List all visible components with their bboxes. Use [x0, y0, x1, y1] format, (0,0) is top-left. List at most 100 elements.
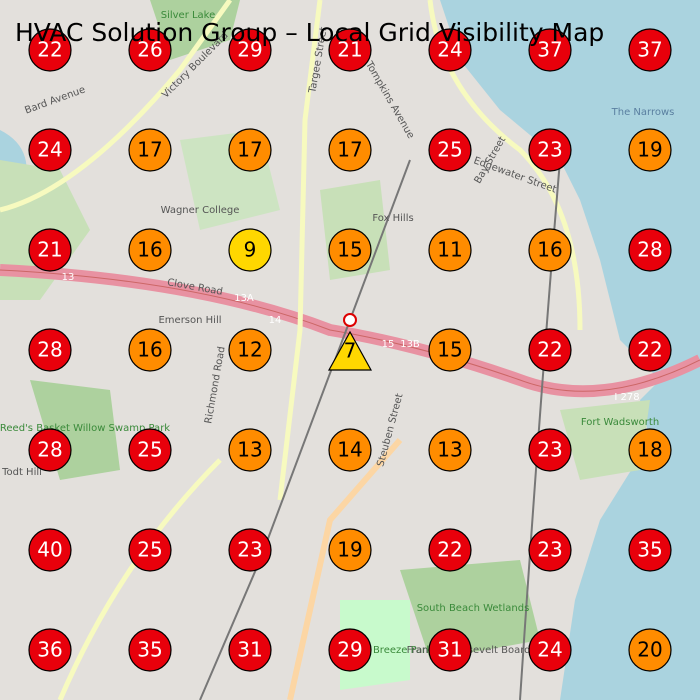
cell-value: 11 [437, 238, 462, 262]
cell-marker [628, 328, 672, 372]
road [277, 0, 323, 501]
railway [519, 159, 561, 700]
road [287, 438, 403, 700]
cell-value: 35 [637, 538, 662, 562]
cell-value: 13 [437, 438, 462, 462]
cell-value: 29 [337, 638, 362, 662]
cell-value: 37 [637, 38, 662, 62]
cell-marker [628, 528, 672, 572]
cell-value: 36 [37, 638, 62, 662]
map-title: HVAC Solution Group – Local Grid Visibil… [15, 18, 604, 47]
cell-value: 29 [237, 38, 262, 62]
cell-value: 31 [437, 638, 462, 662]
cell-marker [28, 628, 72, 672]
cell-value: 13 [237, 438, 262, 462]
map-label: Reed's Basket Willow Swamp Park [0, 423, 170, 434]
cell-marker [28, 128, 72, 172]
cell-marker [228, 528, 272, 572]
cell-marker [528, 428, 572, 472]
cell-value: 18 [637, 438, 662, 462]
cell-value: 25 [137, 538, 162, 562]
map-label: I 278 [614, 392, 639, 403]
map-label: The Narrows [611, 107, 675, 118]
cell-marker [28, 328, 72, 372]
cell-marker [628, 628, 672, 672]
cell-value: 28 [37, 338, 62, 362]
cell-marker [128, 128, 172, 172]
cell-value: 16 [537, 238, 562, 262]
map-label: Silver Lake [161, 10, 216, 21]
map-label: Emerson Hill [158, 315, 221, 326]
cell-marker [528, 328, 572, 372]
cell-value: 31 [237, 638, 262, 662]
cell-value: 22 [637, 338, 662, 362]
cell-marker [228, 628, 272, 672]
cell-marker [128, 428, 172, 472]
cell-value: 7 [344, 339, 357, 363]
cell-value: 17 [337, 138, 362, 162]
location-pin [343, 313, 357, 327]
map-label: Fort Wadsworth [581, 417, 659, 428]
cell-value: 16 [137, 338, 162, 362]
cell-marker [528, 128, 572, 172]
cell-value: 25 [137, 438, 162, 462]
map-label: Fox Hills [372, 213, 413, 224]
cell-marker [428, 328, 472, 372]
cell-marker [28, 528, 72, 572]
current-marker [327, 330, 373, 371]
map-label: Wagner College [161, 205, 240, 216]
cell-marker [428, 128, 472, 172]
cell-marker [228, 428, 272, 472]
cell-marker [528, 28, 572, 72]
cell-value: 24 [37, 138, 62, 162]
cell-marker [428, 428, 472, 472]
cell-value: 22 [437, 538, 462, 562]
cell-value: 19 [637, 138, 662, 162]
cell-marker [28, 228, 72, 272]
cell-marker [228, 328, 272, 372]
map-label: 13B [400, 339, 420, 350]
cell-value: 17 [137, 138, 162, 162]
cell-marker [128, 528, 172, 572]
cell-marker [228, 228, 272, 272]
cell-marker [428, 28, 472, 72]
cell-marker [28, 428, 72, 472]
cell-value: 20 [637, 638, 662, 662]
cell-value: 23 [237, 538, 262, 562]
cell-marker [328, 428, 372, 472]
cell-value: 35 [137, 638, 162, 662]
cell-marker [628, 128, 672, 172]
cell-value: 26 [137, 38, 162, 62]
cell-value: 24 [537, 638, 562, 662]
map-label: Ocean Breeze Park [338, 645, 433, 656]
cell-marker [328, 528, 372, 572]
cell-value: 21 [37, 238, 62, 262]
map-label: 13 [62, 272, 75, 283]
cell-value: 15 [437, 338, 462, 362]
cell-value: 22 [537, 338, 562, 362]
cell-marker [228, 128, 272, 172]
cell-marker [528, 528, 572, 572]
cell-marker [228, 28, 272, 72]
expressway-edge [0, 269, 700, 392]
cell-value: 17 [237, 138, 262, 162]
cell-value: 23 [537, 138, 562, 162]
road [0, 0, 233, 213]
map-label: 14 [269, 315, 282, 326]
cell-marker [428, 528, 472, 572]
cell-value: 25 [437, 138, 462, 162]
map-label: 13A [234, 293, 254, 304]
cell-marker [528, 228, 572, 272]
cell-value: 23 [537, 438, 562, 462]
cell-value: 14 [337, 438, 362, 462]
grid: 22 26 29 21 24 37 37 24 17 17 17 25 23 19 21 16 9 15 11 16 2… [28, 28, 672, 672]
cell-value: 12 [237, 338, 262, 362]
cell-marker [428, 628, 472, 672]
cell-marker [128, 628, 172, 672]
cell-value: 21 [337, 38, 362, 62]
cell-marker [128, 28, 172, 72]
cell-value: 16 [137, 238, 162, 262]
cell-marker [328, 28, 372, 72]
water [440, 0, 700, 700]
